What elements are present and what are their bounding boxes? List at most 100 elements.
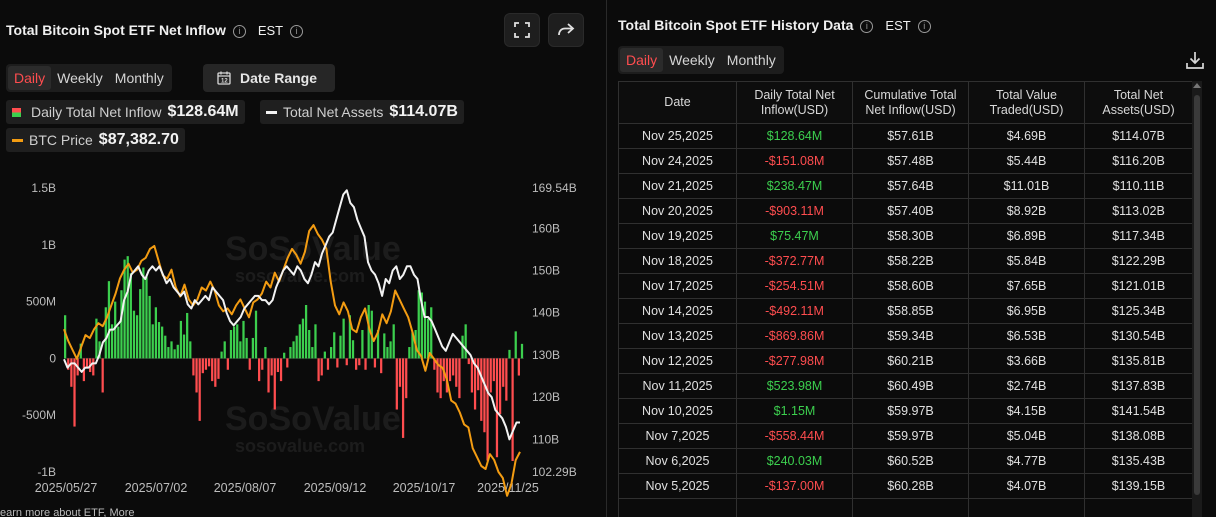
col-header-daily-inflow[interactable]: Daily Total Net Inflow(USD) xyxy=(736,81,853,124)
x-tick-label: 2025/11/25 xyxy=(477,481,539,495)
table-row[interactable]: Nov 21,2025 $238.47M $57.64B $11.01B $110.11… xyxy=(618,173,1193,199)
table-row[interactable]: Nov 11,2025 $523.98M $60.49B $2.74B $137.83B xyxy=(618,373,1193,399)
legend-btc-price[interactable]: BTC Price $87,382.70 xyxy=(6,128,185,152)
inflow-bar xyxy=(264,347,267,359)
inflow-bar xyxy=(433,358,436,370)
chart-watermark-sub: sosovalue.com xyxy=(235,266,365,286)
inflow-bar xyxy=(229,330,233,359)
cell-net-assets: $122.29B xyxy=(1084,248,1193,274)
cell-date: Nov 13,2025 xyxy=(618,323,737,349)
inflow-swatch-icon xyxy=(12,107,21,117)
inflow-bar xyxy=(342,318,345,359)
inflow-bar xyxy=(405,358,408,399)
calendar-icon: 12 xyxy=(217,71,231,85)
table-row[interactable]: Nov 19,2025 $75.47M $58.30B $6.89B $117.34B xyxy=(618,223,1193,249)
history-timezone-info-icon[interactable]: i xyxy=(917,20,931,33)
x-tick-label: 2025/09/12 xyxy=(304,481,367,495)
inflow-bar xyxy=(448,358,452,382)
table-row[interactable]: Nov 6,2025 $240.03M $60.52B $4.77B $135.43B xyxy=(618,448,1193,474)
table-scrollbar[interactable] xyxy=(1192,81,1202,517)
cell-cumulative: $58.22B xyxy=(852,248,969,274)
inflow-bar xyxy=(477,358,480,391)
legend-assets-label: Total Net Assets xyxy=(283,104,384,120)
share-button[interactable] xyxy=(548,13,584,47)
y-right-tick-label: 102.29B xyxy=(532,465,577,479)
history-table-container[interactable]: Date Daily Total Net Inflow(USD) Cumulat… xyxy=(618,81,1204,517)
table-row[interactable]: Nov 5,2025 -$137.00M $60.28B $4.07B $139.15B xyxy=(618,473,1193,499)
inflow-bar xyxy=(292,341,295,359)
x-tick-label: 2025/05/27 xyxy=(35,481,98,495)
history-info-icon[interactable]: i xyxy=(860,20,874,33)
inflow-bar xyxy=(164,335,167,359)
table-row[interactable]: Nov 10,2025 $1.15M $59.97B $4.15B $141.54B xyxy=(618,398,1193,424)
timezone-info-icon[interactable]: i xyxy=(290,25,304,38)
col-header-date[interactable]: Date xyxy=(618,81,737,124)
cell-date: Nov 14,2025 xyxy=(618,298,737,324)
net-inflow-chart[interactable]: SoSoValuesosovalue.comSoSoValuesosovalue… xyxy=(0,170,600,500)
inflow-bar xyxy=(267,358,270,393)
cell-net-assets: $139.15B xyxy=(1084,473,1193,499)
inflow-bar xyxy=(323,351,326,359)
cell-daily-inflow: -$492.11M xyxy=(736,298,853,324)
inflow-bar xyxy=(389,341,392,359)
cell-daily-inflow: $75.47M xyxy=(736,223,853,249)
scroll-up-icon[interactable] xyxy=(1193,83,1201,88)
col-header-value-traded[interactable]: Total Value Traded(USD) xyxy=(968,81,1085,124)
cell-cumulative: $60.52B xyxy=(852,448,969,474)
table-row[interactable]: Nov 20,2025 -$903.11M $57.40B $8.92B $113.02… xyxy=(618,198,1193,224)
col-header-net-assets[interactable]: Total Net Assets(USD) xyxy=(1084,81,1193,124)
table-row[interactable]: Nov 17,2025 -$254.51M $58.60B $7.65B $121.01… xyxy=(618,273,1193,299)
inflow-bar xyxy=(514,331,517,359)
scroll-thumb[interactable] xyxy=(1194,95,1200,495)
history-tab-monthly[interactable]: Monthly xyxy=(726,52,776,68)
inflow-bar xyxy=(401,358,405,438)
inflow-bar xyxy=(361,330,364,359)
cell-daily-inflow: -$903.11M xyxy=(736,198,853,224)
inflow-bar xyxy=(126,256,129,359)
cell-date: Nov 17,2025 xyxy=(618,273,737,299)
legend-btc-value: $87,382.70 xyxy=(98,131,179,148)
info-icon[interactable]: i xyxy=(232,25,246,38)
x-tick-label: 2025/10/17 xyxy=(393,481,456,495)
table-row[interactable]: Nov 14,2025 -$492.11M $58.85B $6.95B $125.34… xyxy=(618,298,1193,324)
download-icon[interactable] xyxy=(1185,50,1205,70)
table-row[interactable]: Nov 24,2025 -$151.08M $57.48B $5.44B $116.20… xyxy=(618,148,1193,174)
history-tab-weekly[interactable]: Weekly xyxy=(669,52,715,68)
legend-daily-inflow[interactable]: Daily Total Net Inflow $128.64M xyxy=(6,100,245,124)
inflow-bar xyxy=(492,358,495,382)
cell-date: Nov 19,2025 xyxy=(618,223,737,249)
table-row[interactable]: Nov 12,2025 -$277.98M $60.21B $3.66B $135.81… xyxy=(618,348,1193,374)
cell-net-assets: $138.08B xyxy=(1084,423,1193,449)
tab-daily[interactable]: Daily xyxy=(8,66,52,90)
inflow-bar xyxy=(189,341,192,359)
x-tick-label: 2025/08/07 xyxy=(214,481,277,495)
y-left-tick-label: 500M xyxy=(26,295,56,309)
tab-monthly[interactable]: Monthly xyxy=(114,70,164,86)
table-row[interactable]: Nov 18,2025 -$372.77M $58.22B $5.84B $122.29… xyxy=(618,248,1193,274)
fullscreen-button[interactable] xyxy=(504,13,540,47)
inflow-bar xyxy=(520,343,524,359)
legend-total-net-assets[interactable]: Total Net Assets $114.07B xyxy=(260,100,464,124)
table-row[interactable]: Nov 13,2025 -$869.86M $59.34B $6.53B $130.54… xyxy=(618,323,1193,349)
inflow-bar xyxy=(326,358,330,370)
table-row[interactable] xyxy=(618,498,1193,517)
footer-note[interactable]: earn more about ETF, More xyxy=(0,507,135,517)
table-row[interactable]: Nov 7,2025 -$558.44M $59.97B $5.04B $138.08B xyxy=(618,423,1193,449)
assets-swatch-icon xyxy=(266,110,277,114)
inflow-bar xyxy=(245,337,248,359)
date-range-button[interactable]: 12 Date Range xyxy=(203,64,335,92)
tab-weekly[interactable]: Weekly xyxy=(57,70,103,86)
col-header-cumulative[interactable]: Cumulative Total Net Inflow(USD) xyxy=(852,81,969,124)
inflow-bar xyxy=(217,358,220,379)
history-tab-daily[interactable]: Daily xyxy=(620,48,664,72)
history-period-tabs: Daily Weekly Monthly xyxy=(618,46,784,74)
cell-net-assets: $141.54B xyxy=(1084,398,1193,424)
inflow-bar xyxy=(408,347,411,359)
inflow-bar xyxy=(355,358,358,370)
inflow-bar xyxy=(380,358,383,374)
cell-value-traded: $4.15B xyxy=(968,398,1085,424)
inflow-bar xyxy=(195,358,198,393)
table-row[interactable]: Nov 25,2025 $128.64M $57.61B $4.69B $114.07B xyxy=(618,123,1193,149)
y-right-tick-label: 160B xyxy=(532,221,560,235)
inflow-bar xyxy=(239,341,242,359)
